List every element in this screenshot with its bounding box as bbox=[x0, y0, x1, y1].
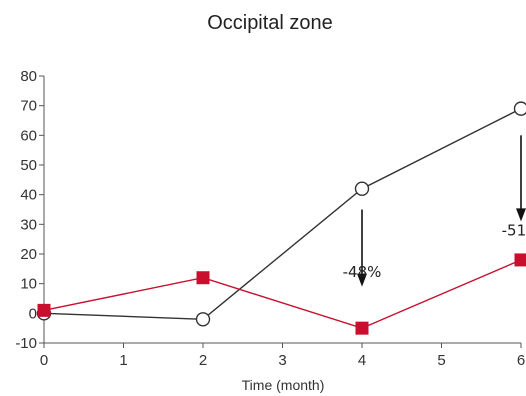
annotation-arrow-head bbox=[516, 208, 526, 222]
annotation-label: -48% bbox=[343, 263, 382, 281]
y-axis: -10 0 10 20 30 40 50 60 70 80 bbox=[15, 68, 45, 352]
x-tick-label: 1 bbox=[119, 352, 127, 369]
annotation-layer: -48% -51% bbox=[343, 135, 526, 287]
x-tick-label: 2 bbox=[199, 352, 207, 369]
y-tick-label: 20 bbox=[20, 246, 37, 263]
y-tick-label: 40 bbox=[20, 187, 37, 204]
series-1-point bbox=[513, 101, 526, 116]
series-2-point bbox=[355, 321, 369, 335]
x-axis-label: Time (month) bbox=[242, 377, 325, 393]
annotation-arrow-head bbox=[357, 273, 367, 287]
y-tick-label: 10 bbox=[20, 276, 37, 293]
x-tick-label: 3 bbox=[278, 352, 286, 369]
series-layer bbox=[36, 101, 526, 335]
series-2-point bbox=[37, 303, 51, 317]
y-tick-label: 80 bbox=[20, 68, 37, 85]
y-tick-label: 60 bbox=[20, 127, 37, 144]
series-line-1 bbox=[43, 108, 522, 320]
chart-title: Occipital zone bbox=[207, 12, 333, 34]
series-1-point bbox=[195, 312, 211, 327]
series-2-point bbox=[196, 271, 210, 285]
y-tick-label: 50 bbox=[20, 157, 37, 174]
x-axis: 0 1 2 3 4 5 6 bbox=[40, 342, 525, 369]
x-tick-label: 4 bbox=[358, 352, 366, 369]
y-tick-label: 30 bbox=[20, 216, 37, 233]
x-tick-label: 0 bbox=[40, 352, 48, 369]
series-2-point bbox=[514, 253, 526, 267]
series-line-2 bbox=[43, 259, 522, 329]
y-tick-label: 0 bbox=[29, 305, 37, 322]
annotation-label: -51% bbox=[502, 221, 526, 239]
x-tick-label: 5 bbox=[437, 352, 445, 369]
y-tick-label: -10 bbox=[15, 335, 37, 352]
y-tick-label: 70 bbox=[20, 98, 37, 115]
series-1-point bbox=[354, 181, 370, 196]
x-tick-label: 6 bbox=[517, 352, 525, 369]
